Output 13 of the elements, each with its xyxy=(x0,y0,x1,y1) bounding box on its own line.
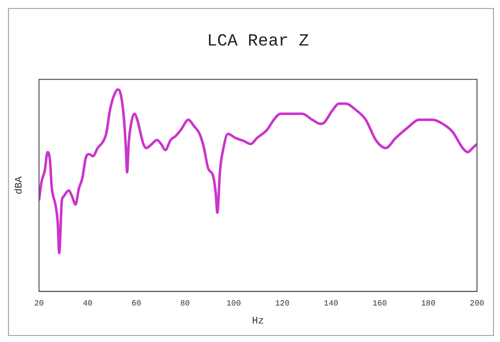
y-axis-title: dBA xyxy=(14,176,26,194)
x-tick-label: 160 xyxy=(372,299,388,308)
x-tick-label: 140 xyxy=(324,299,338,308)
x-tick-label: 60 xyxy=(132,299,142,308)
chart-title: LCA Rear Z xyxy=(206,32,310,52)
x-tick-label: 180 xyxy=(421,299,436,308)
x-axis-title: Hz xyxy=(252,316,264,328)
x-tick-label: 200 xyxy=(470,299,484,308)
x-tick-label: 100 xyxy=(226,299,242,308)
x-tick-label: 80 xyxy=(180,299,190,308)
x-tick-label: 40 xyxy=(82,299,93,308)
x-tick-label: 120 xyxy=(275,299,290,308)
x-tick-label: 20 xyxy=(34,299,44,308)
